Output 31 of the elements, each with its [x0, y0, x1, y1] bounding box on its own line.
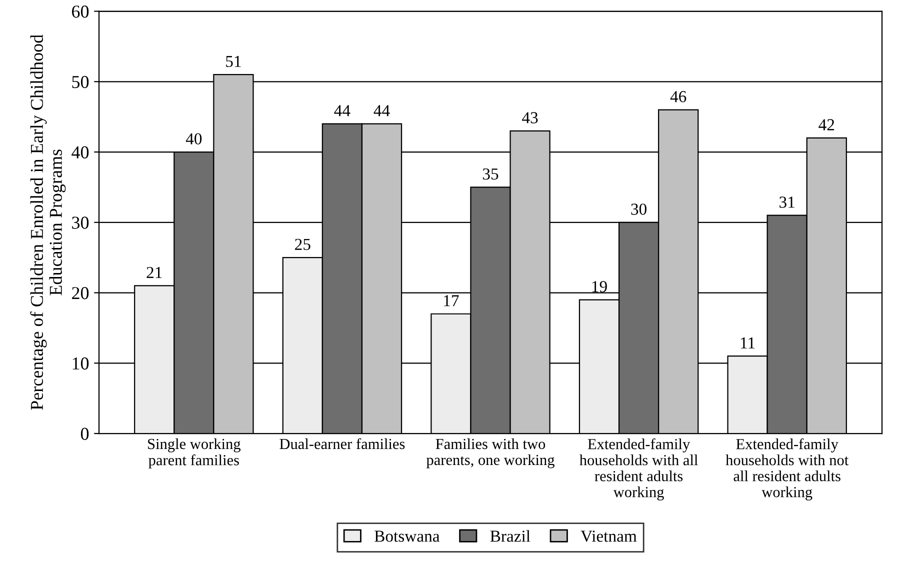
data-label: 25 [295, 238, 310, 250]
y-tick-label: 30 [72, 216, 89, 229]
data-label: 21 [146, 266, 162, 278]
y-tick-label: 50 [72, 76, 89, 88]
data-label: 40 [186, 133, 202, 144]
data-label: 31 [780, 196, 794, 208]
y-tick-label: 10 [72, 357, 89, 370]
data-label: 19 [592, 281, 607, 292]
x-tick-label: Extended-family households with not all resident adults working [726, 438, 849, 500]
data-label: 43 [522, 112, 538, 124]
legend-label: Botswana [374, 530, 440, 542]
y-tick-label: 60 [72, 6, 89, 18]
data-label: 42 [818, 119, 834, 130]
x-tick-label: Dual-earner families [280, 438, 405, 450]
data-label: 17 [444, 295, 459, 306]
data-label: 30 [631, 204, 646, 215]
data-label: 46 [670, 91, 686, 102]
y-tick-label: 40 [72, 146, 89, 158]
y-axis-title: Percentage of Children Enrolled in Early Childhood Education Programs [30, 34, 66, 410]
data-label: 11 [740, 337, 755, 348]
legend-label: Brazil [490, 530, 530, 542]
y-tick-label: 20 [72, 287, 89, 300]
x-tick-label: Families with two parents, one working [426, 438, 554, 468]
x-tick-label: Extended-family households with all resident adults working [580, 438, 698, 500]
data-label: 51 [226, 56, 241, 68]
data-label: 44 [334, 105, 350, 116]
y-tick-label: 0 [80, 428, 89, 440]
data-label: 35 [482, 168, 498, 180]
x-tick-label: Single working parent families [148, 438, 241, 468]
data-label: 44 [374, 105, 390, 116]
legend-label: Vietnam [580, 530, 637, 542]
